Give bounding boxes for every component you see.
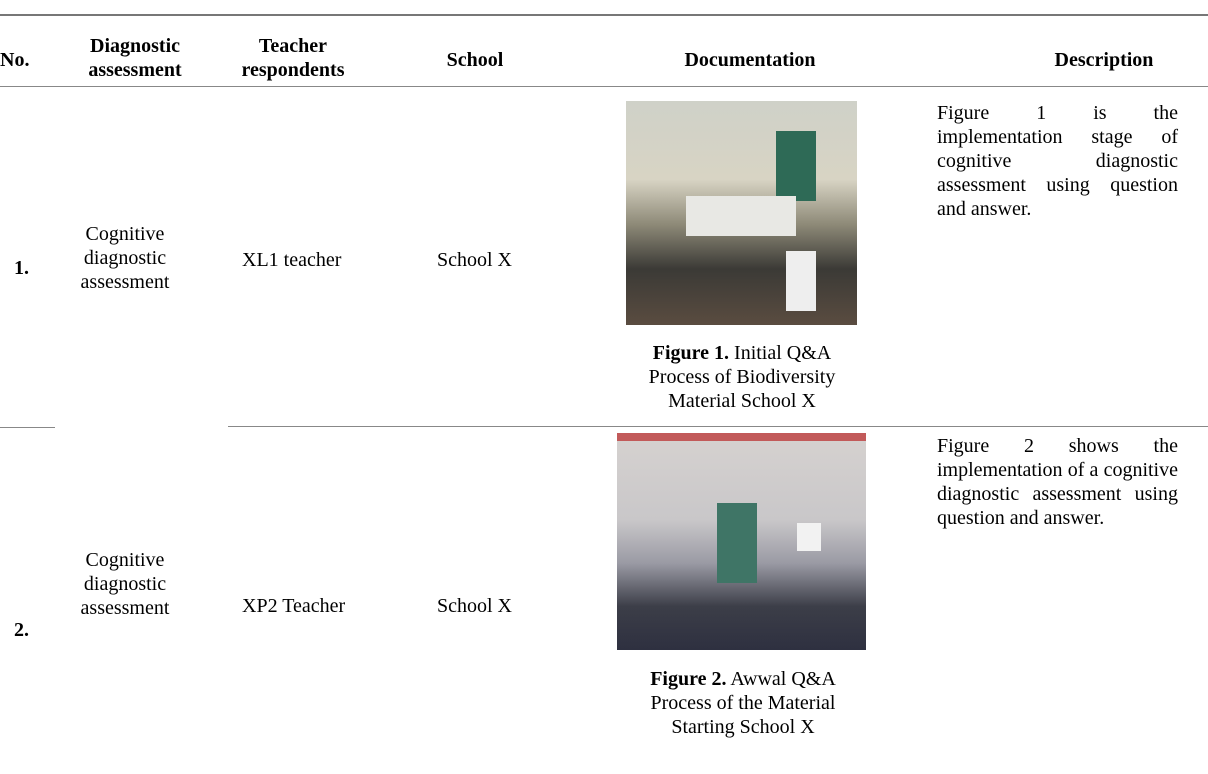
figure-caption: Figure 2. Awwal Q&A Process of the Mater… (618, 667, 868, 739)
school: School X (437, 249, 512, 271)
description: Figure 1 is the implementation stage of … (937, 102, 1178, 220)
caption-text: Initial Q&A Process of Biodiversity Mate… (648, 342, 836, 412)
header-cell: Description (1054, 49, 1154, 71)
header-cell: Diagnostic assessment (88, 35, 182, 81)
description: Figure 2 shows the implementation of a c… (937, 435, 1178, 529)
header-cell: School (446, 49, 504, 71)
assessment: Cognitive diagnostic assessment (80, 223, 170, 293)
header-cell: Teacher respondents (241, 35, 345, 81)
caption-text: Awwal Q&A Process of the Material Starti… (650, 668, 836, 738)
teacher: XL1 teacher (242, 249, 342, 271)
row-number: 2. (14, 619, 29, 641)
header-cell: No. (0, 49, 30, 71)
figure-label: Figure 1. (652, 342, 730, 364)
header-rule (0, 86, 1208, 87)
assessment: Cognitive diagnostic assessment (80, 549, 170, 619)
figure-label: Figure 2. (650, 668, 727, 690)
teacher: XP2 Teacher (242, 595, 346, 617)
header-cell: Documentation (684, 49, 816, 71)
school: School X (437, 595, 512, 617)
row-rule (228, 426, 1208, 427)
row-number: 1. (14, 257, 29, 279)
figure-caption: Figure 1. Initial Q&A Process of Biodive… (622, 341, 862, 413)
top-rule (0, 14, 1208, 16)
row-rule (0, 427, 55, 428)
photo (626, 101, 857, 325)
photo (617, 433, 866, 650)
